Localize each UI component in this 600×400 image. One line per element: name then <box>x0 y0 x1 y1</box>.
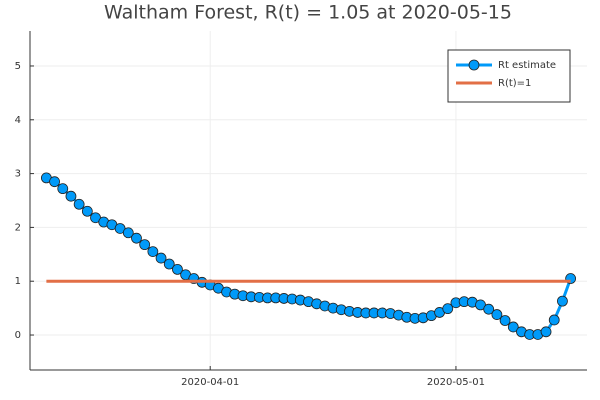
x-tick-label: 2020-05-01 <box>427 377 485 388</box>
y-tick-label: 5 <box>15 61 21 72</box>
point <box>65 190 77 202</box>
x-tick-label: 2020-04-01 <box>181 377 239 388</box>
legend-box <box>447 49 571 103</box>
point <box>548 314 560 326</box>
point <box>442 303 454 315</box>
point <box>557 295 568 307</box>
point <box>155 252 167 264</box>
point <box>172 263 183 275</box>
point <box>57 183 69 195</box>
y-tick-label: 2 <box>15 222 21 233</box>
point <box>499 315 511 326</box>
point <box>139 239 151 251</box>
point <box>163 258 175 270</box>
point <box>483 303 495 315</box>
point <box>131 232 142 244</box>
y-tick-label: 4 <box>15 115 21 126</box>
point <box>147 246 159 258</box>
y-tick-label: 0 <box>15 330 21 341</box>
point <box>49 176 60 188</box>
chart-title: Waltham Forest, R(t) = 1.05 at 2020-05-1… <box>104 2 512 24</box>
y-tick-label: 1 <box>15 276 21 287</box>
legend-label: Rt estimate <box>498 60 556 71</box>
point <box>540 326 552 338</box>
point <box>122 227 134 239</box>
y-tick-label: 3 <box>15 169 21 180</box>
point <box>73 198 85 210</box>
point <box>491 309 503 320</box>
legend-marker <box>468 59 480 71</box>
legend-label: R(t)=1 <box>498 78 531 89</box>
point <box>81 205 93 217</box>
point <box>507 321 519 333</box>
